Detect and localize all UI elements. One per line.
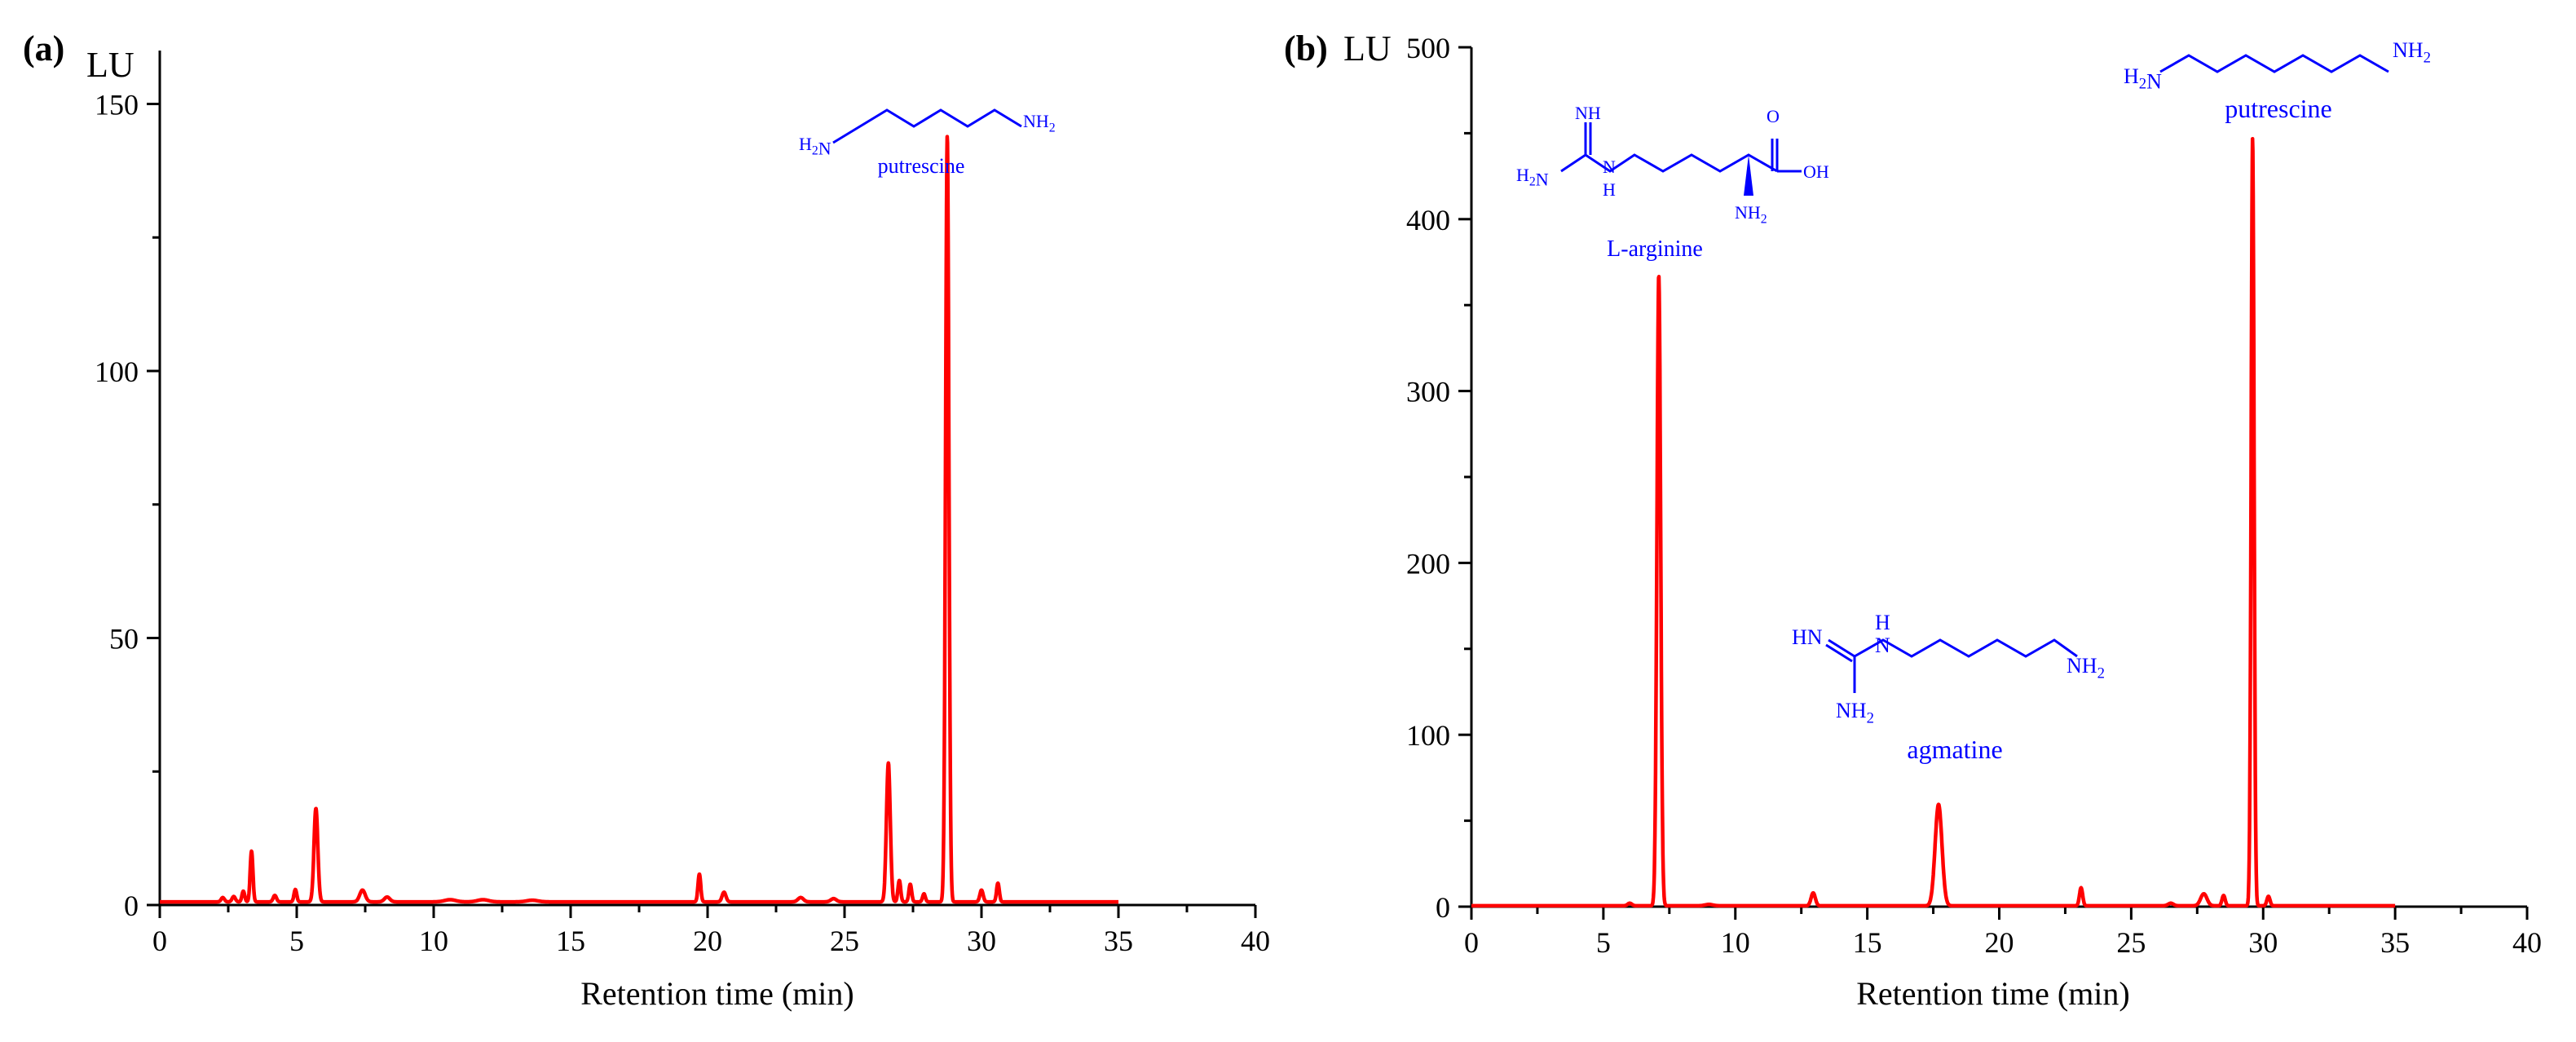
panel-b-y-unit: LU xyxy=(1343,29,1392,68)
panel-b-x-axis-label: Retention time (min) xyxy=(1856,975,2130,1012)
panel-b-x-tick-label: 35 xyxy=(2380,926,2410,959)
l-arginine-wedge-bond xyxy=(1744,155,1753,196)
agmatine-nh2-left: NH2 xyxy=(1836,699,1874,727)
l-arginine-h: H xyxy=(1603,179,1616,200)
panel-a-putrescine-bonds xyxy=(832,108,1022,144)
panel-b-y-tick-label: 400 xyxy=(1406,204,1450,236)
panel-b-putrescine-structure: H2N NH2 putrescine xyxy=(2124,38,2431,123)
panel-a-y-unit: LU xyxy=(86,45,135,85)
panel-a-putrescine-name: putrescine xyxy=(878,154,965,178)
panel-a-x-tick-label: 0 xyxy=(152,925,167,957)
panel-a-y-tick-label: 50 xyxy=(109,623,139,656)
panel-a-putrescine-h2n: H2N xyxy=(799,134,831,159)
panel-b-x-tick-label: 25 xyxy=(2116,926,2146,959)
l-arginine-nh: NH xyxy=(1575,103,1601,123)
panel-a-y-tick-label: 0 xyxy=(124,890,139,922)
agmatine-bonds xyxy=(1854,638,2078,658)
l-arginine-name: L-arginine xyxy=(1607,236,1703,262)
panel-b-y-tick-label: 100 xyxy=(1406,719,1450,752)
agmatine-hn: HN xyxy=(1792,625,1823,649)
agmatine-n: N xyxy=(1875,634,1890,657)
panel-a-x-tick-label: 20 xyxy=(693,925,722,957)
panel-a-y-tick-label: 150 xyxy=(95,89,139,121)
panel-a-x-axis-label: Retention time (min) xyxy=(580,975,854,1012)
panel-b-label: (b) xyxy=(1284,29,1328,68)
agmatine-imine-bond xyxy=(1828,638,1855,658)
panel-a: (a) LU 0 5 10 15 20 25 30 35 40 0 50 100 150 Retenti… xyxy=(23,29,1270,1012)
panel-b-x-tick-label: 0 xyxy=(1464,926,1479,959)
panel-b-putrescine-name: putrescine xyxy=(2225,94,2332,123)
agmatine-nh2-right: NH2 xyxy=(2067,654,2105,682)
panel-a-putrescine-structure: H2N NH2 putrescine xyxy=(799,108,1056,178)
agmatine-h: H xyxy=(1875,611,1890,634)
panel-a-x-tick-label: 30 xyxy=(967,925,996,957)
panel-a-x-tick-label: 40 xyxy=(1241,925,1270,957)
panel-a-axes: 0 5 10 15 20 25 30 35 40 0 50 100 150 xyxy=(95,51,1270,957)
l-arginine-oh: OH xyxy=(1803,161,1829,182)
panel-b-y-tick-label: 300 xyxy=(1406,376,1450,408)
panel-b-y-tick-label: 0 xyxy=(1436,891,1450,924)
l-arginine-nh2: NH2 xyxy=(1735,202,1767,227)
panel-a-chromatogram-trace xyxy=(158,135,1120,904)
panel-b-chromatogram-trace xyxy=(1470,136,2397,908)
panel-b-x-tick-label: 20 xyxy=(1985,926,2014,959)
panel-b-y-tick-label: 200 xyxy=(1406,547,1450,580)
panel-b-x-tick-label: 5 xyxy=(1596,926,1611,959)
panel-b-x-tick-label: 30 xyxy=(2248,926,2278,959)
panel-a-x-tick-label: 10 xyxy=(419,925,448,957)
panel-b-putrescine-h2n: H2N xyxy=(2124,64,2162,94)
panel-b-x-tick-label: 40 xyxy=(2512,926,2542,959)
agmatine-name: agmatine xyxy=(1907,735,2002,764)
panel-a-x-tick-label: 25 xyxy=(830,925,859,957)
panel-b: (b) LU 0 5 10 15 20 25 30 35 400100200300400500 … xyxy=(1284,29,2542,1012)
panel-b-x-tick-label: 10 xyxy=(1721,926,1750,959)
panel-a-y-tick-label: 100 xyxy=(95,355,139,388)
l-arginine-structure: NH H2N N H O OH NH2 L-arginine xyxy=(1516,103,1829,262)
panel-a-label: (a) xyxy=(23,29,64,68)
panel-b-x-tick-label: 15 xyxy=(1853,926,1882,959)
l-arginine-o: O xyxy=(1767,106,1780,126)
agmatine-imine-bond-2 xyxy=(1825,643,1853,663)
panel-a-x-tick-label: 15 xyxy=(556,925,585,957)
panel-a-putrescine-nh2: NH2 xyxy=(1023,111,1056,135)
panel-b-y-tick-label: 500 xyxy=(1406,32,1450,64)
panel-a-x-tick-label: 35 xyxy=(1104,925,1133,957)
l-arginine-n: N xyxy=(1603,157,1616,177)
l-arginine-h2n: H2N xyxy=(1516,165,1549,190)
panel-b-putrescine-nh2: NH2 xyxy=(2393,38,2431,67)
panel-b-putrescine-bonds xyxy=(2159,54,2389,73)
l-arginine-bonds xyxy=(1560,153,1778,173)
panel-a-x-tick-label: 5 xyxy=(289,925,304,957)
agmatine-structure: HN H N NH2 NH2 agmatine xyxy=(1792,611,2105,764)
